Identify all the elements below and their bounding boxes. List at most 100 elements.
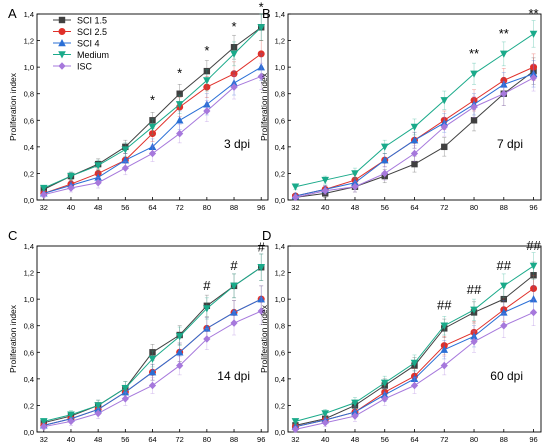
y-tick-label: 1,0: [24, 295, 34, 304]
data-point: [529, 73, 538, 82]
series-sci-1-5: [292, 261, 537, 429]
legend-marker: [58, 39, 66, 47]
significance-mark: *: [150, 92, 155, 107]
data-point: [40, 190, 48, 199]
y-axis-label: Proliferation index: [259, 72, 269, 141]
y-tick-label: 1,2: [275, 37, 285, 46]
y-tick-label: 0,0: [275, 428, 285, 437]
data-point: [499, 282, 508, 290]
x-tick-label: 56: [121, 435, 129, 443]
data-point: [351, 170, 359, 178]
data-point: [291, 418, 300, 426]
x-tick-label: 88: [500, 435, 508, 443]
series-isc: [40, 62, 265, 199]
data-point: [411, 160, 418, 168]
y-tick-label: 0,0: [24, 428, 34, 437]
dpi-annotation: 14 dpi: [217, 369, 250, 383]
series-medium: [291, 20, 538, 191]
legend-label: SCI 2.5: [77, 27, 107, 37]
x-tick-label: 56: [381, 203, 389, 212]
significance-mark: **: [528, 6, 538, 21]
data-point: [410, 136, 419, 144]
data-point: [257, 63, 266, 71]
dpi-annotation: 3 dpi: [224, 137, 250, 151]
x-tick-label: 72: [440, 203, 448, 212]
x-tick-label: 32: [40, 435, 48, 443]
data-point: [291, 183, 300, 191]
x-tick-label: 32: [40, 203, 48, 212]
data-point: [321, 176, 330, 185]
data-point: [257, 295, 266, 303]
data-point: [257, 72, 265, 81]
data-point: [499, 50, 508, 58]
y-tick-label: 1,4: [24, 10, 34, 19]
dpi-annotation: 7 dpi: [497, 137, 523, 151]
data-point: [470, 117, 478, 124]
data-point: [351, 178, 359, 186]
y-tick-label: 1,2: [275, 269, 285, 278]
x-tick-label: 56: [121, 203, 129, 212]
data-point: [257, 50, 265, 58]
data-point: [94, 402, 102, 410]
data-point: [175, 116, 184, 124]
data-point: [440, 322, 449, 330]
legend-marker: [58, 28, 66, 35]
x-tick-label: 80: [203, 435, 211, 443]
y-axis-label: Proliferation index: [259, 304, 269, 373]
y-tick-label: 0,2: [24, 169, 34, 178]
significance-mark: ##: [497, 258, 512, 273]
data-point: [321, 186, 329, 195]
legend-marker: [58, 16, 66, 24]
y-tick-label: 0,0: [24, 196, 34, 205]
y-tick-label: 0,2: [275, 169, 285, 178]
data-point: [230, 44, 238, 51]
panel-a: A 0,0 0,2 0,4 0,6 0,8 1,0 1,2 1,4 32 40 48 56 64 72 80 8…: [8, 0, 269, 212]
data-point: [529, 308, 538, 317]
data-point: [39, 184, 48, 193]
data-point: [321, 418, 329, 427]
series-line: [295, 274, 534, 426]
data-point: [175, 333, 184, 341]
x-tick-label: 32: [291, 203, 299, 212]
data-point: [381, 394, 389, 403]
data-point: [67, 172, 75, 181]
y-tick-label: 0,4: [275, 375, 285, 384]
data-point: [257, 264, 266, 272]
data-point: [291, 425, 300, 434]
data-point: [470, 70, 478, 78]
data-point: [529, 30, 538, 38]
x-tick-label: 32: [291, 435, 299, 443]
significance-mark: *: [231, 19, 236, 34]
data-point: [203, 324, 211, 332]
data-point: [230, 70, 238, 78]
y-tick-label: 1,2: [24, 269, 34, 278]
data-point: [203, 335, 211, 343]
series-line: [295, 265, 534, 422]
x-tick-label: 72: [176, 435, 184, 443]
significance-mark: ##: [437, 298, 452, 313]
data-point: [94, 409, 102, 418]
data-point: [410, 374, 419, 383]
legend-label: ISC: [77, 62, 93, 72]
x-tick-label: 48: [351, 203, 359, 212]
panel-label: B: [262, 6, 271, 21]
data-point: [176, 90, 183, 97]
data-point: [148, 149, 157, 158]
data-point: [230, 319, 238, 327]
y-tick-label: 0,8: [24, 322, 34, 331]
x-tick-label: 88: [500, 203, 508, 212]
y-tick-label: 0,8: [24, 90, 34, 99]
data-point: [121, 164, 129, 172]
data-point: [440, 345, 449, 353]
data-point: [67, 411, 75, 419]
data-point: [257, 307, 265, 315]
y-tick-label: 1,4: [24, 242, 34, 251]
series-medium: [291, 252, 538, 426]
data-point: [351, 412, 359, 420]
data-point: [203, 107, 211, 115]
data-point: [39, 418, 48, 426]
legend-label: SCI 1.5: [77, 16, 107, 26]
panel-label: A: [8, 6, 17, 21]
data-point: [230, 79, 238, 87]
